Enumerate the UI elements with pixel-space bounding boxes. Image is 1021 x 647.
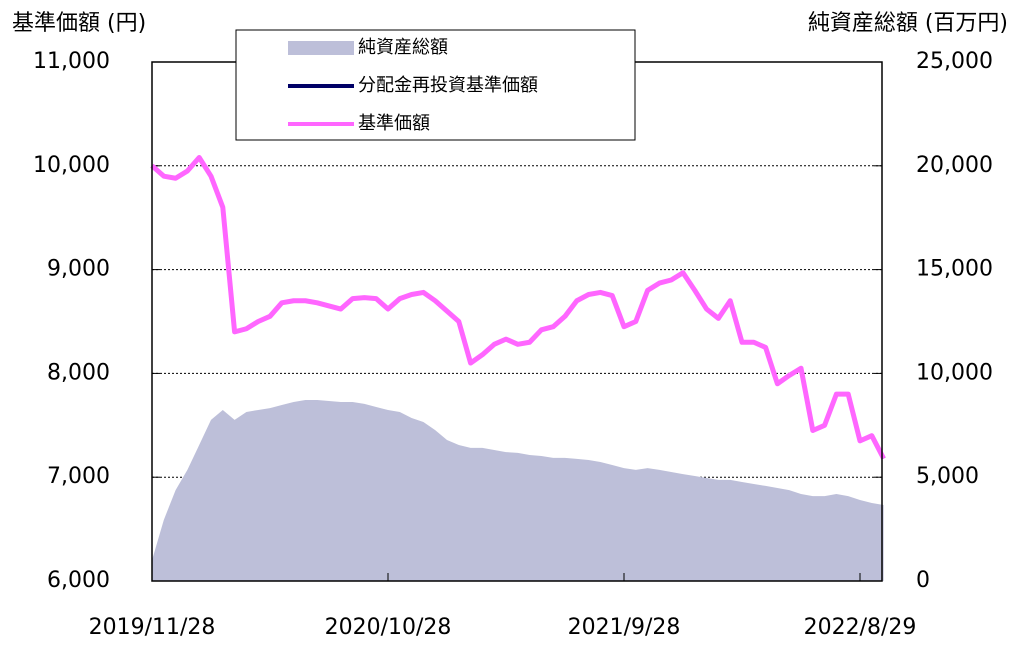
legend-label: 純資産総額 — [358, 37, 448, 58]
y2-axis-title: 純資産総額 (百万円) — [808, 11, 1008, 36]
x-tick-label: 2021/9/28 — [568, 615, 681, 640]
y2-tick-label: 20,000 — [916, 153, 993, 178]
y2-tick-label: 15,000 — [916, 257, 993, 282]
y-tick-label: 11,000 — [33, 49, 110, 74]
y-tick-label: 6,000 — [47, 568, 110, 593]
y-tick-label: 7,000 — [47, 464, 110, 489]
y2-tick-label: 5,000 — [916, 464, 979, 489]
x-tick-label: 2022/8/29 — [804, 615, 917, 640]
area — [152, 399, 884, 581]
x-tick-label: 2019/11/28 — [89, 615, 216, 640]
legend-label: 分配金再投資基準価額 — [358, 75, 538, 96]
y2-tick-label: 10,000 — [916, 360, 993, 385]
legend-swatch — [288, 41, 354, 55]
y-tick-label: 10,000 — [33, 153, 110, 178]
y2-tick-label: 0 — [916, 568, 930, 593]
y-axis-title: 基準価額 (円) — [12, 11, 146, 36]
y2-tick-label: 25,000 — [916, 49, 993, 74]
line — [150, 154, 886, 460]
x-tick-label: 2020/10/28 — [325, 615, 452, 640]
legend-label: 基準価額 — [358, 113, 430, 134]
y-tick-label: 9,000 — [47, 257, 110, 282]
y-tick-label: 8,000 — [47, 360, 110, 385]
